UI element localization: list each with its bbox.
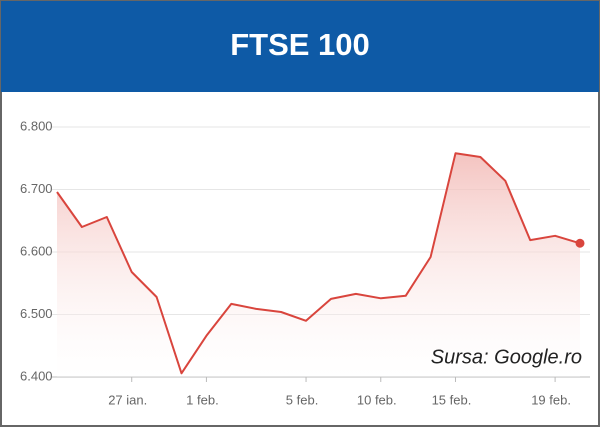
y-tick-label: 6.700 <box>20 181 53 196</box>
chart-title: FTSE 100 <box>230 27 370 62</box>
line <box>56 152 581 375</box>
area <box>57 153 580 377</box>
y-tick-label: 6.800 <box>20 118 53 133</box>
y-tick-label: 6.400 <box>20 368 53 383</box>
x-tick-label: 27 ian. <box>108 392 147 407</box>
y-tick-label: 6.600 <box>20 243 53 258</box>
x-tick-label: 1 feb. <box>186 392 219 407</box>
x-tick-label: 10 feb. <box>357 392 397 407</box>
x-tick-label: 5 feb. <box>286 392 319 407</box>
x-tick-label: 19 feb. <box>531 392 571 407</box>
x-tick-label: 15 feb. <box>432 392 472 407</box>
header <box>1 1 599 92</box>
y-tick-label: 6.500 <box>20 306 53 321</box>
annotation: Sursa: Google.ro <box>431 346 582 368</box>
end-point <box>575 238 585 248</box>
